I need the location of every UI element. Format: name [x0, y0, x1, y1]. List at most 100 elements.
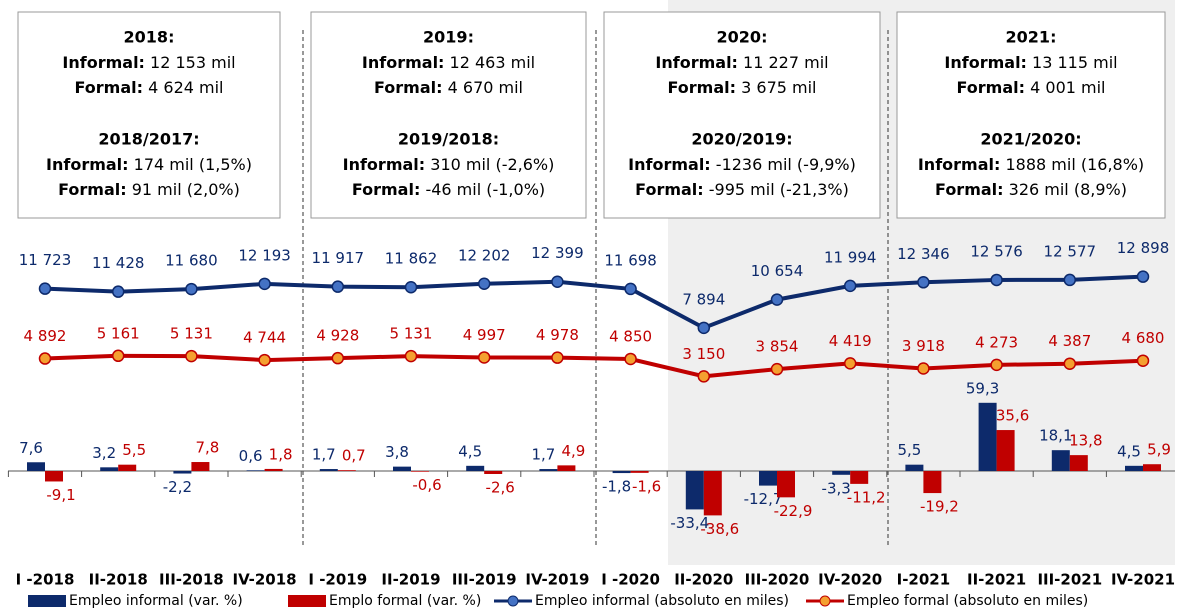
box-title: 2020: [717, 28, 768, 47]
box-line-text: 326 mil (8,9%) [1004, 180, 1127, 199]
x-tick-label: I -2020 [601, 571, 660, 589]
x-tick-label: II-2018 [89, 571, 148, 589]
box-title: 2018: [124, 28, 175, 47]
bar [1143, 464, 1161, 471]
box-line-label: Informal: [918, 155, 1001, 174]
line-label: 4 419 [829, 332, 872, 350]
line-label: 4 928 [316, 327, 359, 345]
line-label: 11 698 [604, 251, 657, 269]
bar-label: 4,5 [1117, 442, 1141, 460]
line-label: 4 273 [975, 333, 1018, 351]
line-label: 11 723 [19, 251, 72, 269]
x-tick-label: III-2020 [745, 571, 810, 589]
line-marker [111, 285, 125, 298]
bar-label: -19,2 [920, 498, 959, 516]
line-marker [185, 349, 198, 363]
x-tick-label: IV-2020 [818, 571, 882, 589]
line-marker [843, 357, 857, 370]
line-marker [843, 279, 857, 293]
bar [411, 471, 429, 472]
bar [1069, 455, 1088, 471]
box-line-label: Informal: [628, 155, 711, 174]
bar-label: -1,6 [632, 477, 661, 495]
legend-swatch-marker [507, 595, 519, 607]
line-marker [990, 273, 1003, 287]
box-compare-title: 2021/2020: [980, 130, 1081, 149]
box-line-text: -1236 mil (-9,9%) [711, 155, 856, 174]
line-marker [1063, 273, 1077, 287]
line-label: 4 978 [536, 326, 579, 344]
line-label: 3 150 [682, 345, 725, 363]
bar-label: -11,2 [847, 488, 886, 506]
bar-label: -22,9 [774, 502, 813, 520]
line-label: 4 997 [463, 326, 506, 344]
line-label: 12 576 [970, 242, 1023, 260]
box-compare-title: 2019/2018: [398, 130, 499, 149]
line-label: 4 680 [1122, 329, 1165, 347]
box-compare-title: 2018/2017: [98, 130, 199, 149]
bar [996, 430, 1015, 471]
line-marker [770, 362, 784, 376]
line-marker [551, 275, 564, 288]
bar-label: -1,8 [602, 478, 631, 496]
box-title: 2019: [423, 28, 474, 47]
line-marker [551, 351, 564, 364]
box-line-label: Formal: [374, 78, 443, 97]
legend-label: Empleo formal (absoluto en miles) [847, 593, 1088, 609]
bar [466, 465, 485, 471]
bar-label: 3,2 [92, 444, 116, 462]
line-label: 5 161 [97, 324, 140, 342]
bar-label: -33,4 [670, 514, 709, 532]
box-line-text: 12 463 mil [444, 53, 535, 72]
line-marker [1136, 270, 1150, 283]
box-line: Formal: 4 624 mil [75, 78, 224, 97]
bar [612, 471, 631, 474]
line-marker [624, 282, 637, 296]
box-line-label: Formal: [352, 180, 421, 199]
box-line: Formal: 4 001 mil [957, 78, 1106, 97]
line-marker [697, 370, 711, 383]
bar [905, 464, 924, 471]
line-label: 11 680 [165, 252, 218, 270]
line-marker [38, 282, 52, 295]
bar-label: -2,2 [163, 478, 192, 496]
box-line-label: Formal: [75, 78, 144, 97]
line-label: 5 131 [390, 325, 433, 343]
bar-label: 1,7 [312, 446, 336, 464]
box-line: Formal: -995 mil (-21,3%) [635, 180, 849, 199]
line-label: 11 917 [312, 249, 365, 267]
bar [759, 471, 777, 486]
box-line-label: Informal: [62, 53, 145, 72]
box-line: Informal: 13 115 mil [944, 53, 1117, 72]
line-label: 3 854 [756, 338, 799, 356]
box-line-label: Informal: [362, 53, 445, 72]
x-tick-label: IV-2019 [525, 571, 589, 589]
x-tick-label: III-2018 [159, 571, 224, 589]
box-line-label: Informal: [343, 155, 426, 174]
box-line-text: 4 670 mil [443, 78, 523, 97]
box-line-text: -995 mil (-21,3%) [704, 180, 849, 199]
line-marker [624, 352, 637, 366]
x-tick-label: II-2019 [381, 571, 440, 589]
line [44, 274, 1144, 331]
box-line-label: Formal: [957, 78, 1026, 97]
bar [850, 471, 869, 484]
line-label: 10 654 [751, 262, 804, 280]
line-label: 11 862 [385, 250, 438, 268]
bar-label: 5,9 [1147, 441, 1171, 459]
line-label: 4 850 [609, 327, 652, 345]
box-line: Informal: 11 227 mil [655, 53, 828, 72]
bar-label: -0,6 [412, 476, 441, 494]
box-frame [17, 11, 281, 219]
line-label: 5 131 [170, 325, 213, 343]
bar [393, 466, 411, 471]
legend-label: Empleo informal (absoluto en miles) [535, 593, 789, 609]
x-tick-label: IV-2021 [1111, 571, 1175, 589]
x-tick-label: I -2018 [16, 571, 75, 589]
line-marker [258, 353, 271, 367]
bar-label: 13,8 [1069, 432, 1102, 450]
box-line-text: 4 001 mil [1025, 78, 1105, 97]
